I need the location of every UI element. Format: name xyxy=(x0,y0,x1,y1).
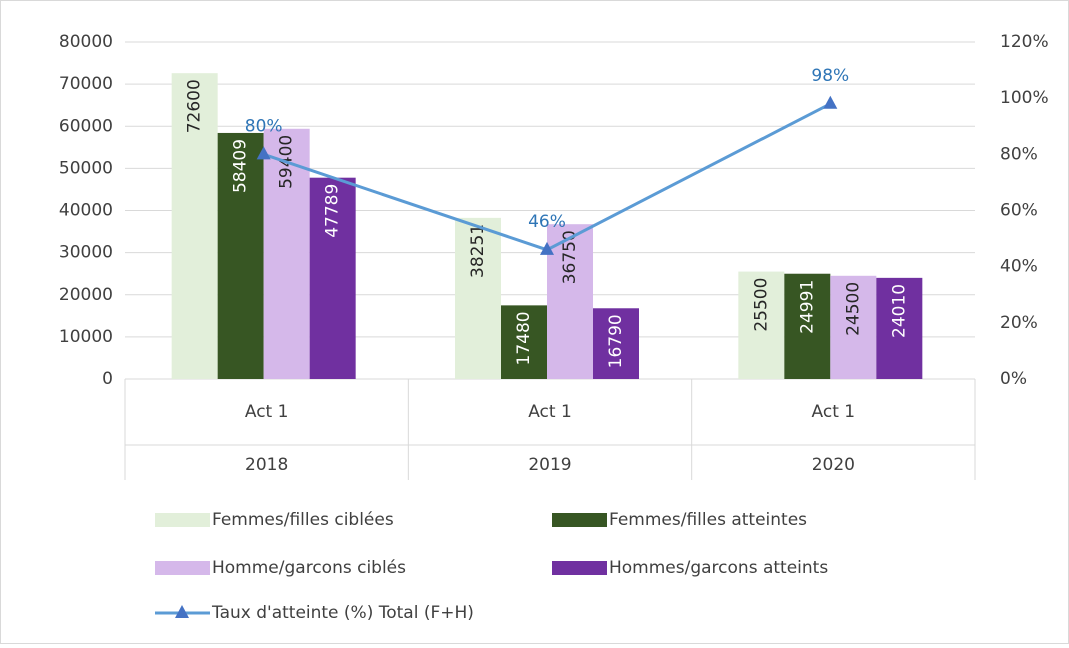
bar xyxy=(263,128,310,379)
value-label: 24010 xyxy=(889,284,909,338)
value-label: 72600 xyxy=(185,79,205,133)
legend-label: Homme/garcons ciblés xyxy=(212,558,406,578)
legend-label: Femmes/filles ciblées xyxy=(212,510,394,530)
value-label: 24991 xyxy=(797,280,817,334)
value-label: 36750 xyxy=(560,230,580,284)
y2-tick-label: 80% xyxy=(1000,144,1038,164)
value-label: 80% xyxy=(245,116,283,136)
x-tick-label: Act 1 xyxy=(812,402,856,422)
y-tick-label: 30000 xyxy=(59,243,113,263)
y-tick-label: 80000 xyxy=(59,32,113,52)
group-label: 2020 xyxy=(812,455,855,475)
y2-tick-label: 20% xyxy=(1000,313,1038,333)
value-label: 58409 xyxy=(231,139,251,193)
bar xyxy=(830,275,877,379)
value-label: 16790 xyxy=(606,314,626,368)
bar xyxy=(217,132,264,379)
line-marker xyxy=(823,95,838,109)
bar xyxy=(171,73,218,380)
line-marker xyxy=(540,241,554,255)
y-tick-label: 10000 xyxy=(59,327,113,347)
legend-swatch xyxy=(552,513,607,527)
bar xyxy=(876,277,923,379)
legend-label: Hommes/garcons atteints xyxy=(609,558,828,578)
bar xyxy=(455,217,501,379)
y-tick-label: 60000 xyxy=(59,116,113,136)
group-label: 2019 xyxy=(528,455,571,475)
y2-tick-label: 0% xyxy=(1000,369,1027,389)
y2-tick-label: 60% xyxy=(1000,201,1038,221)
y-tick-label: 70000 xyxy=(59,74,113,94)
bar xyxy=(309,177,356,379)
y-tick-label: 0 xyxy=(102,369,113,389)
legend-swatch xyxy=(155,561,210,575)
bar xyxy=(547,224,593,379)
x-tick-label: Act 1 xyxy=(528,402,572,422)
y2-tick-label: 120% xyxy=(1000,32,1049,52)
value-label: 47789 xyxy=(323,184,343,238)
bar xyxy=(501,305,547,379)
value-label: 25500 xyxy=(751,278,771,332)
legend-label: Femmes/filles atteintes xyxy=(609,510,807,530)
y-tick-label: 50000 xyxy=(59,158,113,178)
value-label: 24500 xyxy=(843,282,863,336)
legend-swatch xyxy=(552,561,607,575)
y2-tick-label: 100% xyxy=(1000,88,1049,108)
bar xyxy=(784,273,831,379)
x-tick-label: Act 1 xyxy=(245,402,289,422)
legend-marker xyxy=(175,605,189,618)
group-label: 2018 xyxy=(245,455,288,475)
line-marker xyxy=(256,146,271,160)
y-tick-label: 20000 xyxy=(59,285,113,305)
legend-label: Taux d'atteinte (%) Total (F+H) xyxy=(211,603,474,623)
value-label: 17480 xyxy=(514,311,534,365)
legend-swatch xyxy=(155,513,210,527)
bar xyxy=(593,308,639,379)
value-label: 98% xyxy=(811,66,849,86)
bar xyxy=(738,271,785,379)
value-label: 46% xyxy=(528,212,566,232)
y-tick-label: 40000 xyxy=(59,201,113,221)
y2-tick-label: 40% xyxy=(1000,257,1038,277)
value-label: 38251 xyxy=(468,224,488,278)
